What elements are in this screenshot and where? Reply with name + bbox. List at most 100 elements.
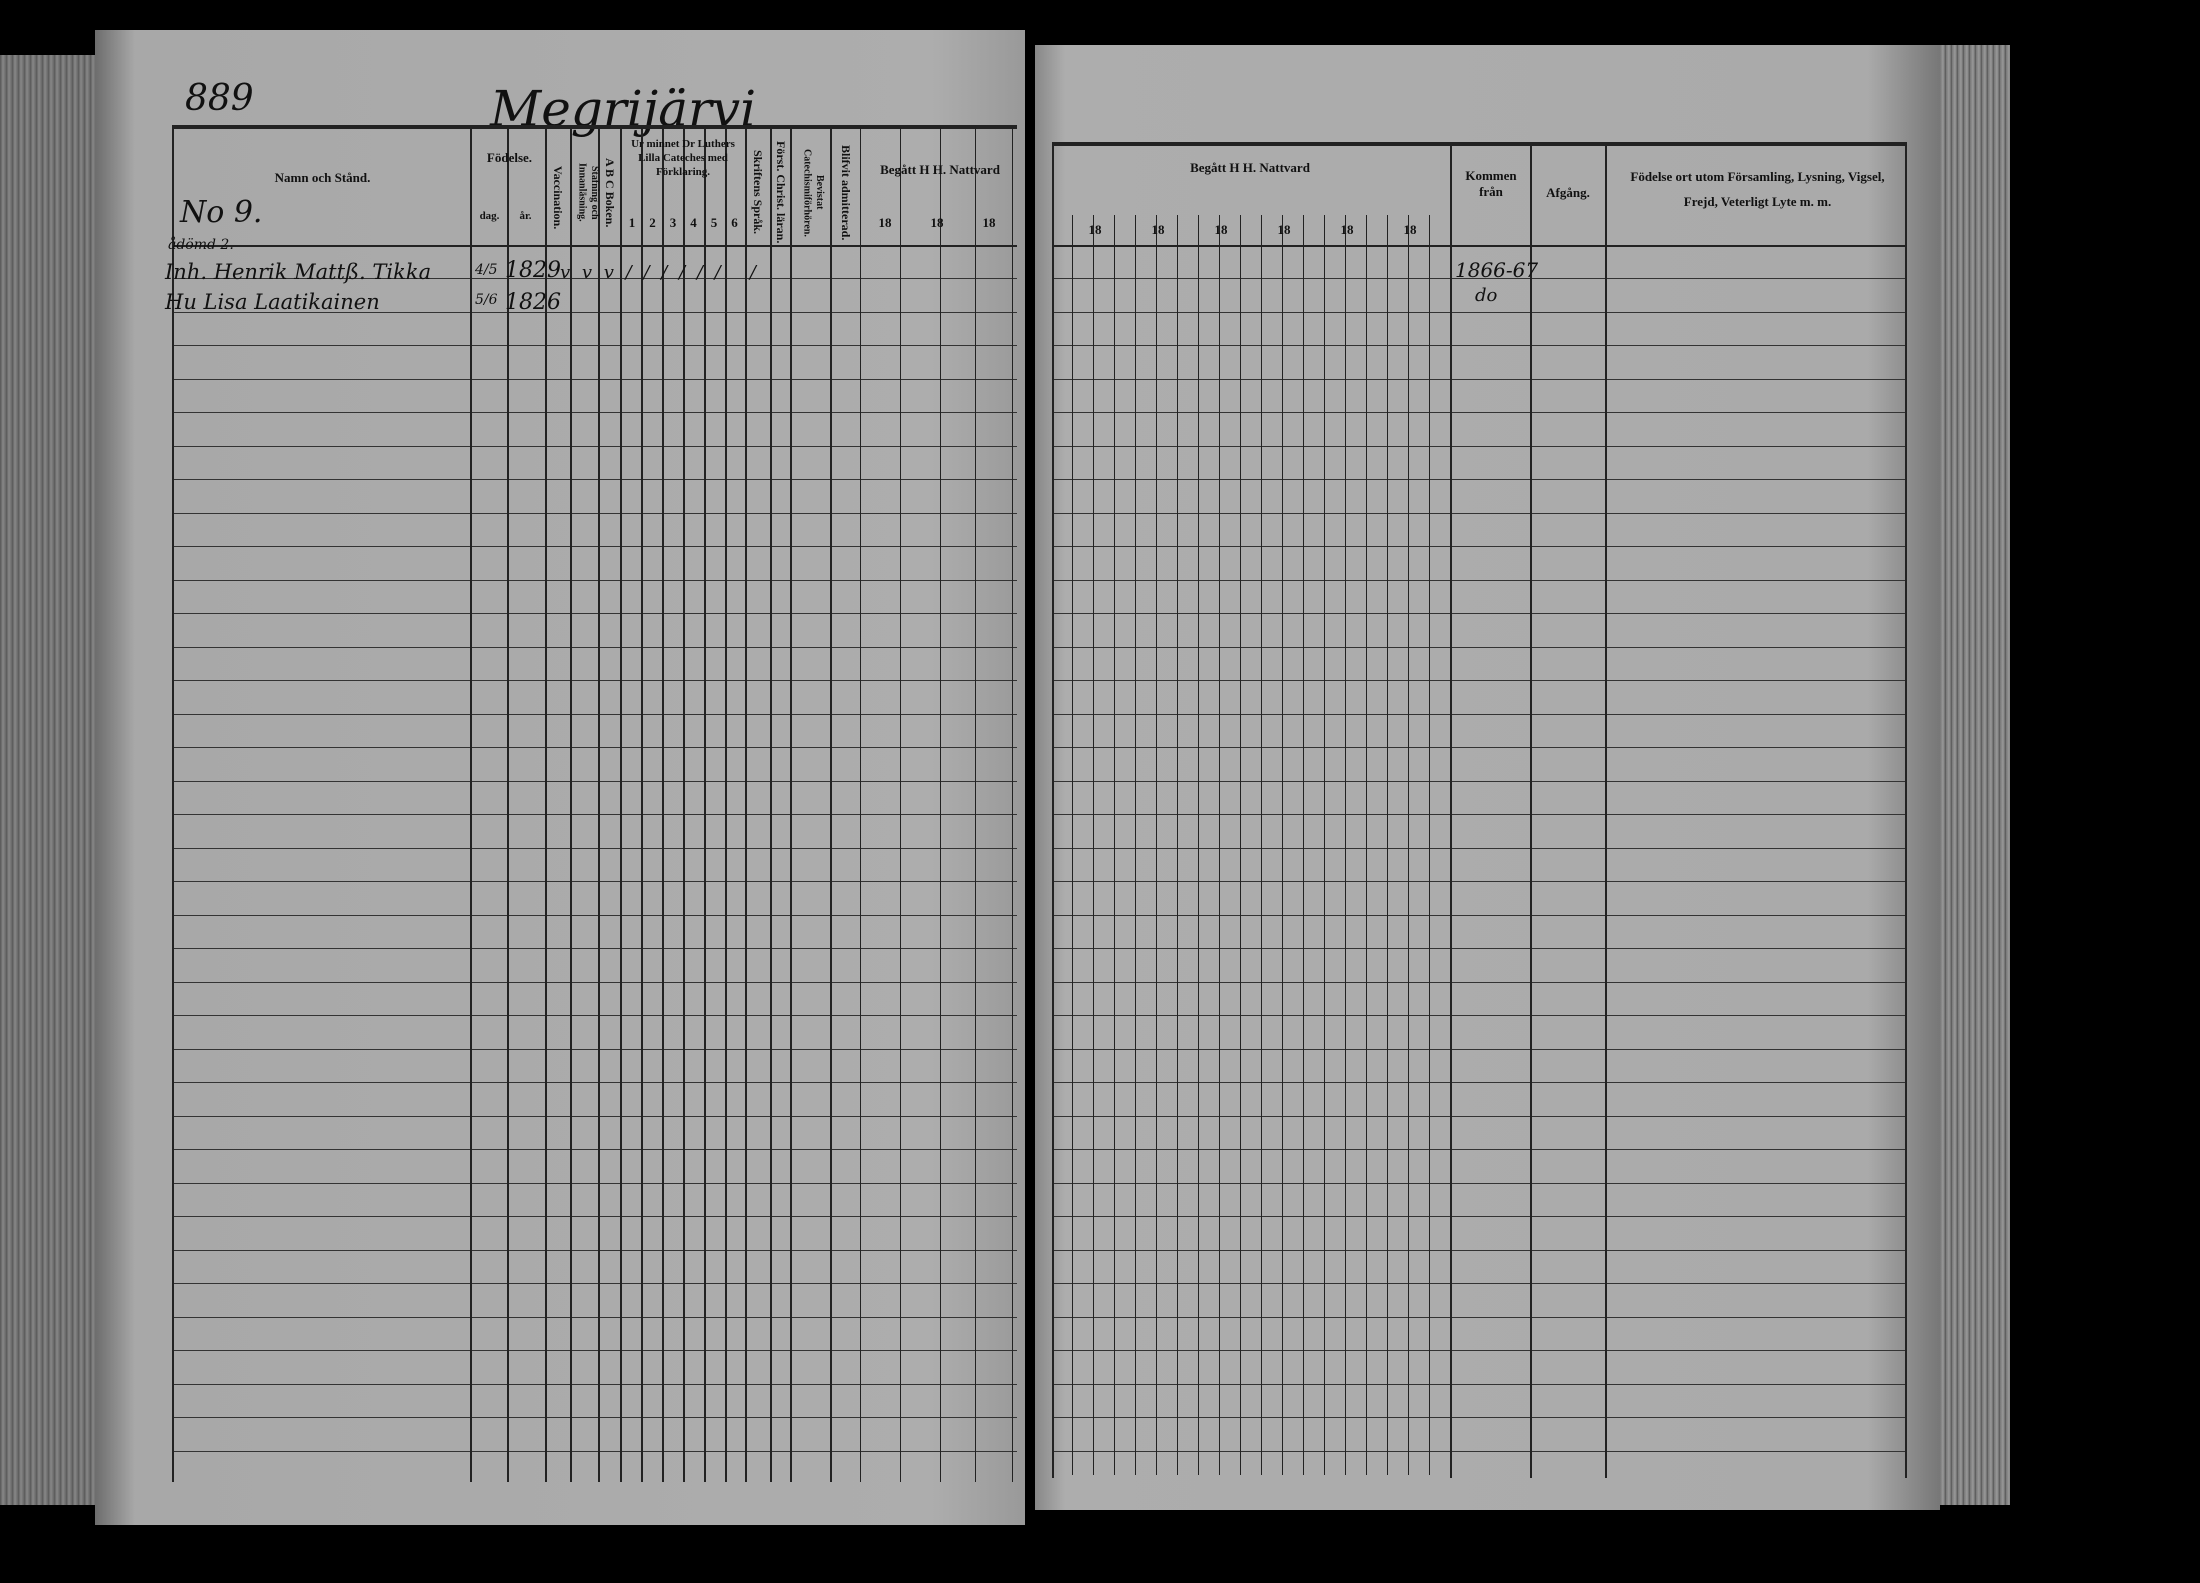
header-vaccination: Vaccination. [551,165,565,230]
communion-year-label: 18 [1403,222,1417,237]
column-rule [545,127,547,1482]
header-rule [1052,142,1907,146]
row-rule [172,479,1017,480]
row-rule [1052,613,1907,614]
entry-day: 4/5 [475,262,498,278]
row-rule [1052,646,1907,648]
column-rule [172,127,174,1482]
header-year: år. [519,210,532,222]
entry-came-from: 1866-67 [1455,258,1539,282]
row-rule [172,1216,1017,1217]
communion-year-label: 18 [1151,222,1165,237]
row-rule [1052,680,1907,681]
column-rule [683,127,685,1482]
column-rule [641,127,643,1482]
header-communion-right: Begått H H. Nattvard [1190,160,1310,175]
header-reading: Stafning och Innanläsning. [576,163,601,222]
row-rule [1052,814,1907,815]
row-rule [172,613,1017,614]
header-remarks: Födelse ort utom Församling, Lysning, Vi… [1630,169,1885,209]
row-rule [172,948,1017,949]
row-rule [1052,1383,1907,1385]
page-number: 889 [185,78,254,119]
row-rule [172,847,1017,849]
row-rule [1052,1149,1907,1150]
column-rule [570,127,572,1482]
column-rule [770,127,772,1482]
row-rule [1052,1350,1907,1351]
row-rule [1052,345,1907,346]
row-rule [1052,780,1907,782]
row-rule [172,981,1017,983]
column-rule [1072,215,1073,1475]
header-bottom-rule [172,245,1017,247]
row-rule [172,814,1017,815]
row-rule [172,1283,1017,1284]
entry-came-from: do [1475,285,1498,306]
communion-year-label: 18 [878,215,892,230]
column-rule [507,127,509,1482]
row-rule [172,278,1017,279]
row-rule [1052,278,1907,279]
column-rule [1282,215,1283,1475]
column-rule [900,127,901,1482]
column-rule [1429,215,1430,1475]
row-rule [172,1316,1017,1318]
row-rule [172,914,1017,916]
column-rule [1303,215,1304,1475]
header-admitted: Blifvit admitterad. [839,144,853,241]
row-rule [172,345,1017,346]
header-day: dag. [479,210,500,222]
row-rule [1052,546,1907,547]
header-name: Namn och Stånd. [274,170,371,185]
column-rule [790,127,792,1482]
row-rule [172,378,1017,380]
column-rule [1408,215,1409,1475]
row-rule [172,780,1017,782]
row-rule [1052,1316,1907,1318]
header-bottom-rule [1052,245,1907,247]
column-rule [1114,215,1115,1475]
column-rule [1093,215,1094,1475]
communion-year-label: 18 [1214,222,1228,237]
header-abc: A B C Boken. [603,157,617,228]
row-rule [172,1350,1017,1351]
row-rule [1052,579,1907,581]
column-rule [745,127,747,1482]
header-christian: Först. Christ. läran. [774,141,788,244]
row-rule [172,680,1017,681]
header-catechism: Ur minnet Dr Luthers Lilla Cateches med … [631,138,735,178]
row-rule [1052,378,1907,380]
column-rule [1905,143,1907,1478]
column-rule [1366,215,1367,1475]
row-rule [172,311,1017,313]
book-edge-right [1940,45,2010,1505]
row-rule [1052,1015,1907,1016]
row-rule [172,1082,1017,1083]
catechism-column-number: 6 [731,215,738,230]
row-rule [172,1417,1017,1418]
row-rule [1052,1283,1907,1284]
row-rule [172,1383,1017,1385]
header-scripture: Skriftens Språk. [751,150,765,235]
row-rule [172,1015,1017,1016]
column-rule [1198,215,1199,1475]
row-rule [172,1149,1017,1150]
column-rule [1135,215,1136,1475]
column-rule [1261,215,1262,1475]
right-page [1035,45,1940,1510]
communion-year-label: 18 [982,215,996,230]
header-communion-left: Begått H H. Nattvard [880,162,1000,177]
column-rule [1177,215,1178,1475]
row-rule [1052,311,1907,313]
column-rule [620,127,622,1482]
entry-name: Hu Lisa Laatikainen [165,290,380,314]
row-rule [1052,747,1907,748]
entry-day: 5/6 [475,292,498,308]
column-rule [1324,215,1325,1475]
row-rule [1052,1115,1907,1117]
column-rule [1605,143,1607,1478]
row-rule [1052,1249,1907,1251]
entry-year: 1826 [505,290,561,315]
catechism-column-number: 2 [649,215,656,230]
